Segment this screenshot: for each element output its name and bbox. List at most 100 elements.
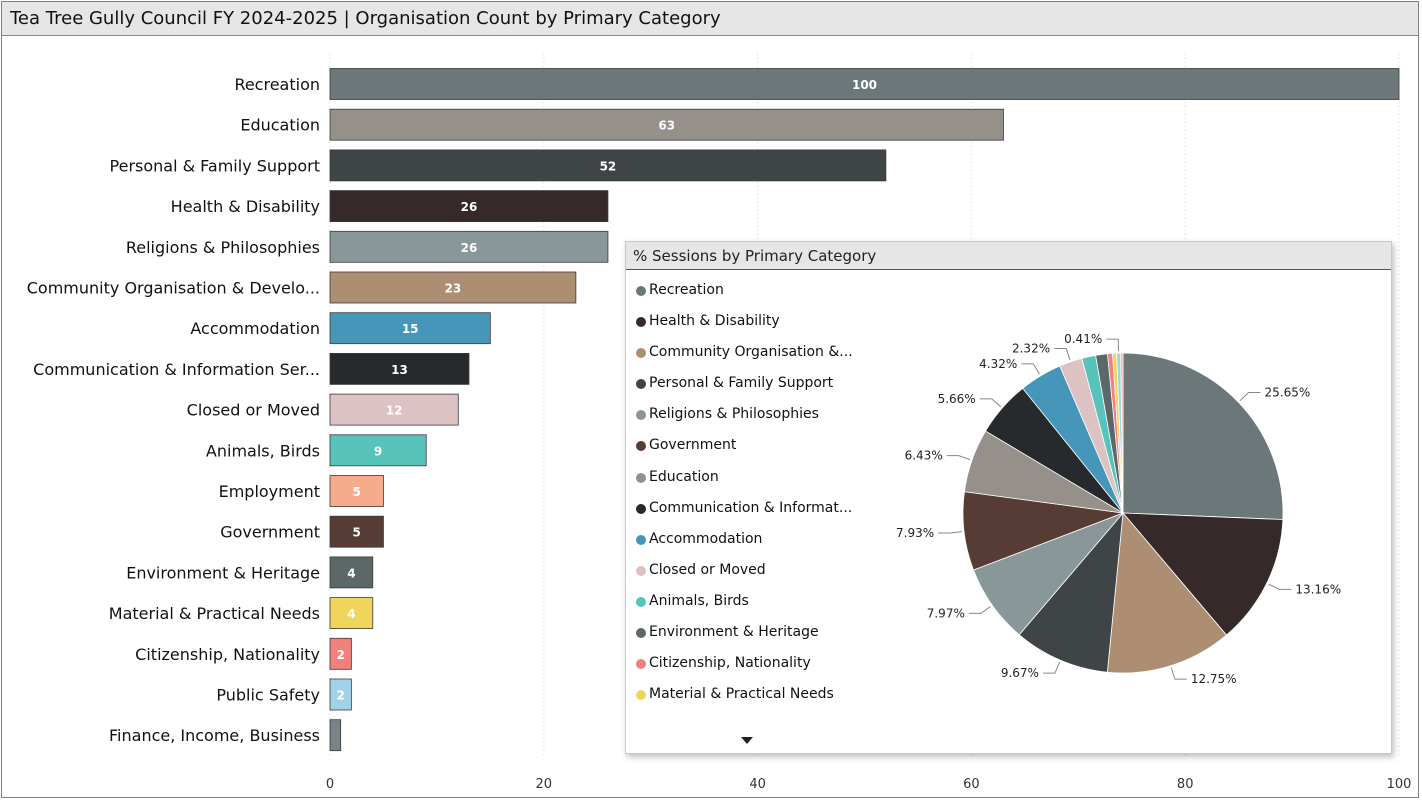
pie-chart: 25.65% 13.16% 12.75% 9.67% 7.97% 7.93% 6.43% 5.… bbox=[896, 332, 1341, 686]
report-title: Tea Tree Gully Council FY 2024-2025 | Or… bbox=[10, 8, 721, 29]
bar[interactable] bbox=[329, 271, 577, 304]
legend-label: Education bbox=[649, 468, 719, 485]
bar-data-label: 26 bbox=[461, 200, 478, 214]
legend-dot-icon bbox=[636, 596, 646, 607]
legend-item[interactable]: Recreation bbox=[634, 282, 864, 313]
pie-slice[interactable] bbox=[1120, 352, 1124, 514]
legend-label: Government bbox=[649, 437, 737, 454]
bar-data-label: 100 bbox=[852, 78, 877, 92]
legend-item[interactable]: Communication & Informat... bbox=[634, 500, 864, 531]
legend-item[interactable]: Environment & Heritage bbox=[634, 624, 864, 655]
bar-data-label: 5 bbox=[353, 485, 361, 499]
bar[interactable] bbox=[329, 230, 609, 263]
legend-label: Community Organisation &... bbox=[649, 344, 853, 361]
pie-leader-line bbox=[1042, 661, 1061, 674]
legend-item[interactable]: Personal & Family Support bbox=[634, 375, 864, 406]
pie-chart-panel[interactable]: % Sessions by Primary Category Recreatio… bbox=[625, 241, 1392, 754]
x-tick-label: 0 bbox=[326, 777, 334, 792]
pie-leader-line bbox=[946, 455, 971, 461]
x-tick-label: 20 bbox=[536, 777, 553, 792]
pie-leader-line bbox=[1239, 392, 1261, 402]
legend-label: Recreation bbox=[649, 282, 724, 298]
legend-item[interactable]: Closed or Moved bbox=[634, 562, 864, 593]
legend-dot-icon bbox=[636, 472, 646, 483]
bar-data-label: 52 bbox=[600, 159, 617, 173]
bar-data-label: 4 bbox=[347, 607, 355, 621]
pie-slice[interactable] bbox=[1122, 352, 1284, 520]
bar-data-label: 13 bbox=[391, 363, 408, 377]
bar[interactable] bbox=[329, 515, 384, 548]
pie-chart-title: % Sessions by Primary Category bbox=[633, 247, 877, 265]
legend-label: Closed or Moved bbox=[649, 561, 766, 578]
legend-dot-icon bbox=[636, 628, 646, 639]
bar-data-label: 23 bbox=[445, 282, 462, 296]
pie-slice[interactable] bbox=[1106, 512, 1228, 674]
pie-leader-line bbox=[968, 606, 991, 614]
bar-data-label: 63 bbox=[658, 119, 675, 133]
category-label: Recreation bbox=[234, 75, 320, 94]
pie-slice[interactable] bbox=[1018, 511, 1124, 673]
legend-dot-icon bbox=[636, 286, 646, 296]
legend-item[interactable]: Religions & Philosophies bbox=[634, 406, 864, 437]
legend-label: Health & Disability bbox=[649, 313, 780, 330]
bar-data-label: 5 bbox=[353, 526, 361, 540]
x-tick-label: 60 bbox=[963, 777, 980, 792]
category-label: Communication & Information Ser... bbox=[33, 360, 320, 379]
bar[interactable] bbox=[329, 678, 352, 711]
bar[interactable] bbox=[329, 434, 427, 467]
legend-label: Material & Practical Needs bbox=[649, 686, 834, 703]
pie-data-label: 12.75% bbox=[1191, 672, 1237, 686]
bar[interactable] bbox=[329, 312, 491, 345]
category-label: Material & Practical Needs bbox=[109, 604, 320, 623]
legend-item[interactable]: Accommodation bbox=[634, 531, 864, 562]
pie-leader-line bbox=[1170, 667, 1187, 680]
bar[interactable] bbox=[329, 393, 459, 426]
legend-dot-icon bbox=[636, 690, 646, 701]
legend-item[interactable]: Animals, Birds bbox=[634, 593, 864, 624]
category-label: Religions & Philosophies bbox=[126, 238, 320, 257]
bar-data-label: 2 bbox=[337, 689, 345, 703]
bar[interactable] bbox=[329, 352, 470, 385]
legend-item[interactable]: Government bbox=[634, 437, 864, 468]
category-label: Finance, Income, Business bbox=[109, 726, 320, 745]
bar[interactable] bbox=[329, 597, 374, 629]
bar[interactable] bbox=[329, 475, 384, 507]
legend-item[interactable]: Health & Disability bbox=[634, 313, 864, 344]
bar[interactable] bbox=[329, 68, 1400, 100]
bar[interactable] bbox=[329, 190, 609, 223]
pie-slice[interactable] bbox=[1122, 512, 1284, 636]
pie-data-label: 5.66% bbox=[938, 392, 976, 406]
pie-leader-line bbox=[1021, 363, 1040, 375]
category-label: Closed or Moved bbox=[187, 401, 320, 420]
x-tick-label: 80 bbox=[1177, 777, 1194, 792]
pie-legend: Recreation Health & Disability Community O… bbox=[634, 282, 864, 717]
legend-item[interactable]: Education bbox=[634, 469, 864, 500]
category-label: Citizenship, Nationality bbox=[135, 645, 320, 664]
legend-label: Animals, Birds bbox=[649, 592, 749, 609]
pie-data-label: 9.67% bbox=[1001, 666, 1039, 680]
legend-dot-icon bbox=[636, 441, 646, 452]
legend-label: Accommodation bbox=[649, 530, 763, 547]
pie-data-label: 7.97% bbox=[927, 606, 965, 620]
legend-scroll-down-icon[interactable] bbox=[741, 737, 753, 744]
pie-data-label: 2.32% bbox=[1012, 342, 1050, 356]
legend-label: Environment & Heritage bbox=[649, 624, 819, 641]
legend-dot-icon bbox=[636, 379, 646, 390]
legend-label: Communication & Informat... bbox=[649, 499, 853, 516]
pie-data-label: 13.16% bbox=[1295, 582, 1341, 596]
bar[interactable] bbox=[329, 556, 374, 589]
legend-item[interactable]: Material & Practical Needs bbox=[634, 686, 864, 717]
bar[interactable] bbox=[329, 149, 887, 182]
x-tick-label: 100 bbox=[1387, 777, 1412, 792]
category-label: Animals, Birds bbox=[206, 441, 320, 460]
legend-item[interactable]: Community Organisation &... bbox=[634, 344, 864, 375]
bar[interactable] bbox=[329, 637, 352, 670]
category-label: Employment bbox=[219, 482, 320, 501]
bar[interactable] bbox=[329, 108, 1004, 141]
bar[interactable] bbox=[329, 719, 342, 752]
category-label: Environment & Heritage bbox=[126, 563, 320, 582]
legend-item[interactable]: Citizenship, Nationality bbox=[634, 655, 864, 686]
report-title-bar: Tea Tree Gully Council FY 2024-2025 | Or… bbox=[2, 2, 1418, 36]
legend-label: Citizenship, Nationality bbox=[649, 655, 811, 672]
